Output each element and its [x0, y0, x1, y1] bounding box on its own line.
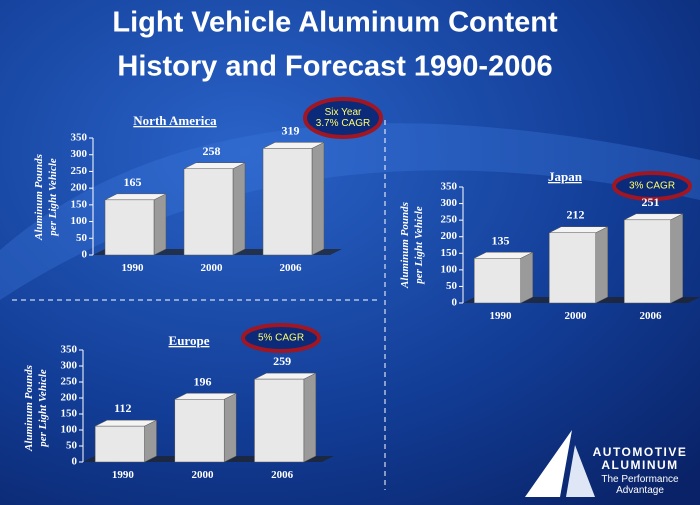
slide-title: Light Vehicle Aluminum Content: [112, 7, 558, 39]
bar: [549, 232, 596, 304]
y-tick-label: 300: [61, 360, 78, 372]
value-label: 196: [194, 374, 212, 388]
chart-title: Europe: [169, 333, 210, 348]
y-tick-label: 50: [76, 232, 88, 244]
y-axis-label-line: per Light Vehicle: [413, 206, 425, 285]
y-tick-label: 100: [61, 424, 78, 436]
bar: [183, 168, 234, 256]
x-tick-label: 2000: [201, 262, 224, 274]
value-label: 258: [203, 144, 221, 158]
chart: North America Aluminum Pounds per Light Ve…: [33, 97, 383, 274]
chart-title: Japan: [548, 169, 583, 184]
y-axis-label-line: per Light Vehicle: [37, 369, 49, 448]
annotation: 3% CAGR: [629, 181, 675, 192]
annotation: 3.7% CAGR: [316, 118, 370, 129]
annotation: 5% CAGR: [258, 333, 304, 344]
logo-mark: [525, 430, 572, 497]
chart: Japan Aluminum Pounds per Light Vehicle 3% …: [399, 169, 700, 322]
annotation-ellipse: [303, 97, 383, 139]
y-tick-label: 300: [441, 197, 458, 209]
bar-side: [144, 419, 157, 463]
bar: [174, 399, 225, 463]
logo: AUTOMOTIVE ALUMINUM The Performance Adva…: [525, 430, 688, 497]
y-tick-label: 200: [61, 392, 78, 404]
y-tick-label: 350: [71, 132, 88, 144]
y-tick-label: 150: [71, 198, 88, 210]
bar-side: [153, 193, 167, 256]
y-tick-label: 350: [61, 344, 78, 356]
bar: [94, 425, 145, 463]
bar-side: [311, 141, 325, 256]
x-tick-label: 2006: [280, 262, 303, 274]
x-tick-label: 2000: [565, 310, 588, 322]
y-tick-label: 300: [71, 148, 88, 160]
x-tick-label: 1990: [122, 262, 145, 274]
annotation-ellipse: [612, 171, 692, 201]
value-label: 112: [114, 401, 131, 415]
value-label: 165: [124, 175, 142, 189]
y-tick-label: 50: [66, 440, 78, 452]
value-label: 319: [282, 123, 300, 137]
y-tick-label: 100: [441, 263, 458, 275]
y-axis-label-line: Aluminum Pounds: [399, 202, 411, 289]
x-tick-label: 2000: [192, 469, 215, 481]
x-tick-label: 2006: [640, 310, 663, 322]
bar-side: [303, 372, 317, 463]
y-tick-label: 250: [441, 214, 458, 226]
y-tick-label: 150: [441, 247, 458, 259]
bar-side: [520, 251, 533, 304]
value-label: 259: [273, 354, 291, 368]
bar: [624, 219, 671, 304]
bar: [104, 199, 155, 256]
y-axis-label: Aluminum Pounds per Light Vehicle: [23, 365, 49, 452]
slide-title: History and Forecast 1990-2006: [117, 51, 552, 83]
y-tick-label: 0: [72, 456, 78, 468]
x-tick-label: 2006: [271, 469, 294, 481]
x-tick-label: 1990: [112, 469, 135, 481]
logo-mark: [566, 445, 595, 497]
chart: Europe Aluminum Pounds per Light Vehicle 5%…: [23, 323, 334, 481]
annotation-ellipse: [241, 323, 321, 353]
y-tick-label: 100: [71, 215, 88, 227]
y-tick-label: 0: [82, 249, 88, 261]
y-axis-label-line: Aluminum Pounds: [33, 154, 45, 241]
value-label: 135: [492, 233, 510, 247]
y-axis-label: Aluminum Pounds per Light Vehicle: [399, 202, 425, 289]
annotation: Six Year: [325, 107, 362, 118]
bar-side: [670, 213, 683, 304]
y-axis-label-line: Aluminum Pounds: [23, 365, 35, 452]
y-tick-label: 250: [61, 376, 78, 388]
y-tick-label: 200: [441, 230, 458, 242]
bar-side: [223, 392, 237, 463]
y-tick-label: 200: [71, 182, 88, 194]
bar: [254, 378, 305, 463]
x-tick-label: 1990: [490, 310, 513, 322]
swoosh: [0, 123, 700, 301]
y-axis-label: Aluminum Pounds per Light Vehicle: [33, 154, 59, 241]
logo-text: The Performance: [601, 474, 679, 485]
y-tick-label: 0: [452, 297, 458, 309]
logo-text: AUTOMOTIVE: [593, 445, 688, 459]
logo-text: Advantage: [616, 485, 664, 496]
y-tick-label: 250: [71, 165, 88, 177]
y-tick-label: 50: [446, 280, 458, 292]
bar-side: [232, 162, 246, 256]
logo-text: ALUMINUM: [601, 458, 678, 472]
bar: [474, 258, 521, 304]
y-tick-label: 350: [441, 181, 458, 193]
bar: [262, 148, 313, 256]
value-label: 212: [567, 208, 585, 222]
bar-side: [595, 226, 608, 304]
y-axis-label-line: per Light Vehicle: [47, 158, 59, 237]
chart-title: North America: [133, 113, 217, 128]
y-tick-label: 150: [61, 408, 78, 420]
value-label: 251: [642, 195, 660, 209]
